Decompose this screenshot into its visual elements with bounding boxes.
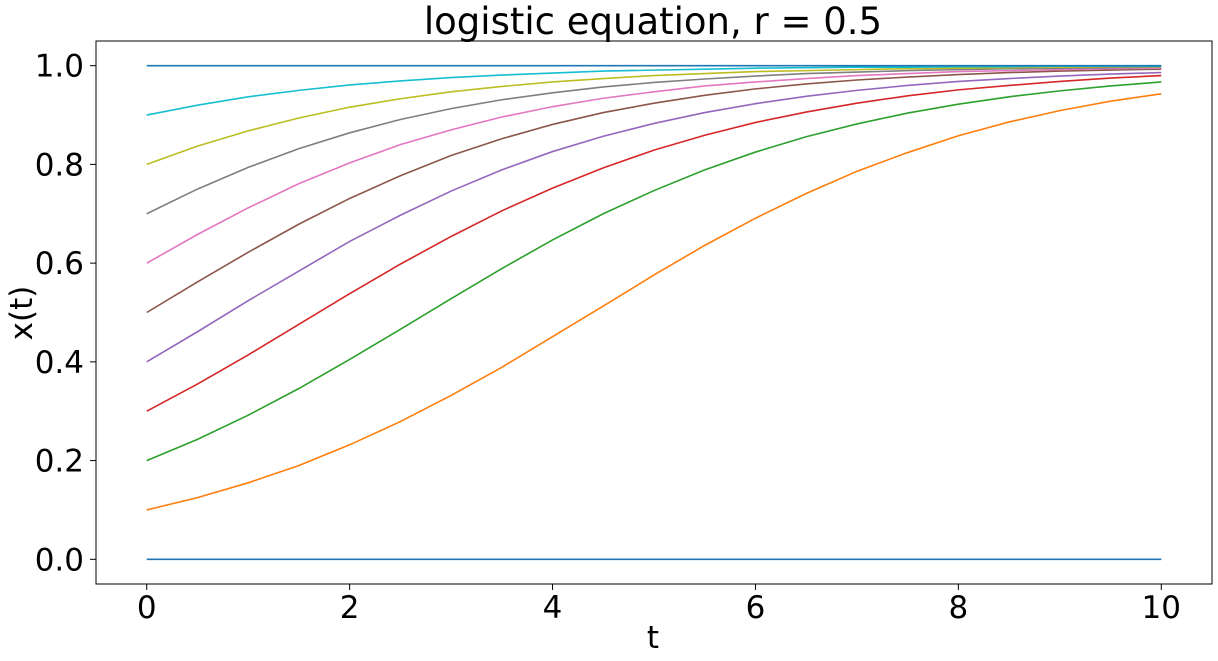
series-line-2 (146, 81, 1162, 462)
series-line-5 (146, 68, 1162, 314)
series-line-1 (146, 93, 1162, 511)
x-axis: 0 2 4 6 8 10 (137, 584, 1181, 626)
series-line-9 (146, 65, 1162, 116)
y-tick-label: 0.0 (35, 542, 84, 578)
y-tick-label: 1.0 (35, 49, 84, 85)
series-line-7 (146, 66, 1162, 215)
x-tick-label: 0 (137, 590, 157, 626)
plot-frame (95, 40, 1213, 585)
series-line-8 (146, 65, 1162, 166)
x-tick-label: 8 (948, 590, 968, 626)
y-tick-label: 0.6 (35, 246, 84, 282)
y-tick-label: 0.4 (35, 345, 84, 381)
x-tick-label: 2 (340, 590, 360, 626)
series-line-6 (146, 67, 1162, 264)
y-tick-label: 0.8 (35, 147, 84, 183)
x-axis-label: t (647, 620, 659, 656)
x-tick-label: 10 (1142, 590, 1181, 626)
x-tick-label: 4 (543, 590, 563, 626)
series-layer (146, 64, 1162, 561)
y-tick-label: 0.2 (35, 444, 84, 480)
y-axis-label: x(t) (4, 286, 40, 341)
series-line-4 (146, 71, 1162, 363)
series-line-3 (146, 74, 1162, 412)
y-axis: 0.0 0.2 0.4 0.6 0.8 1.0 (35, 49, 96, 578)
x-tick-label: 6 (746, 590, 766, 626)
chart-title: logistic equation, r = 0.5 (424, 0, 882, 43)
